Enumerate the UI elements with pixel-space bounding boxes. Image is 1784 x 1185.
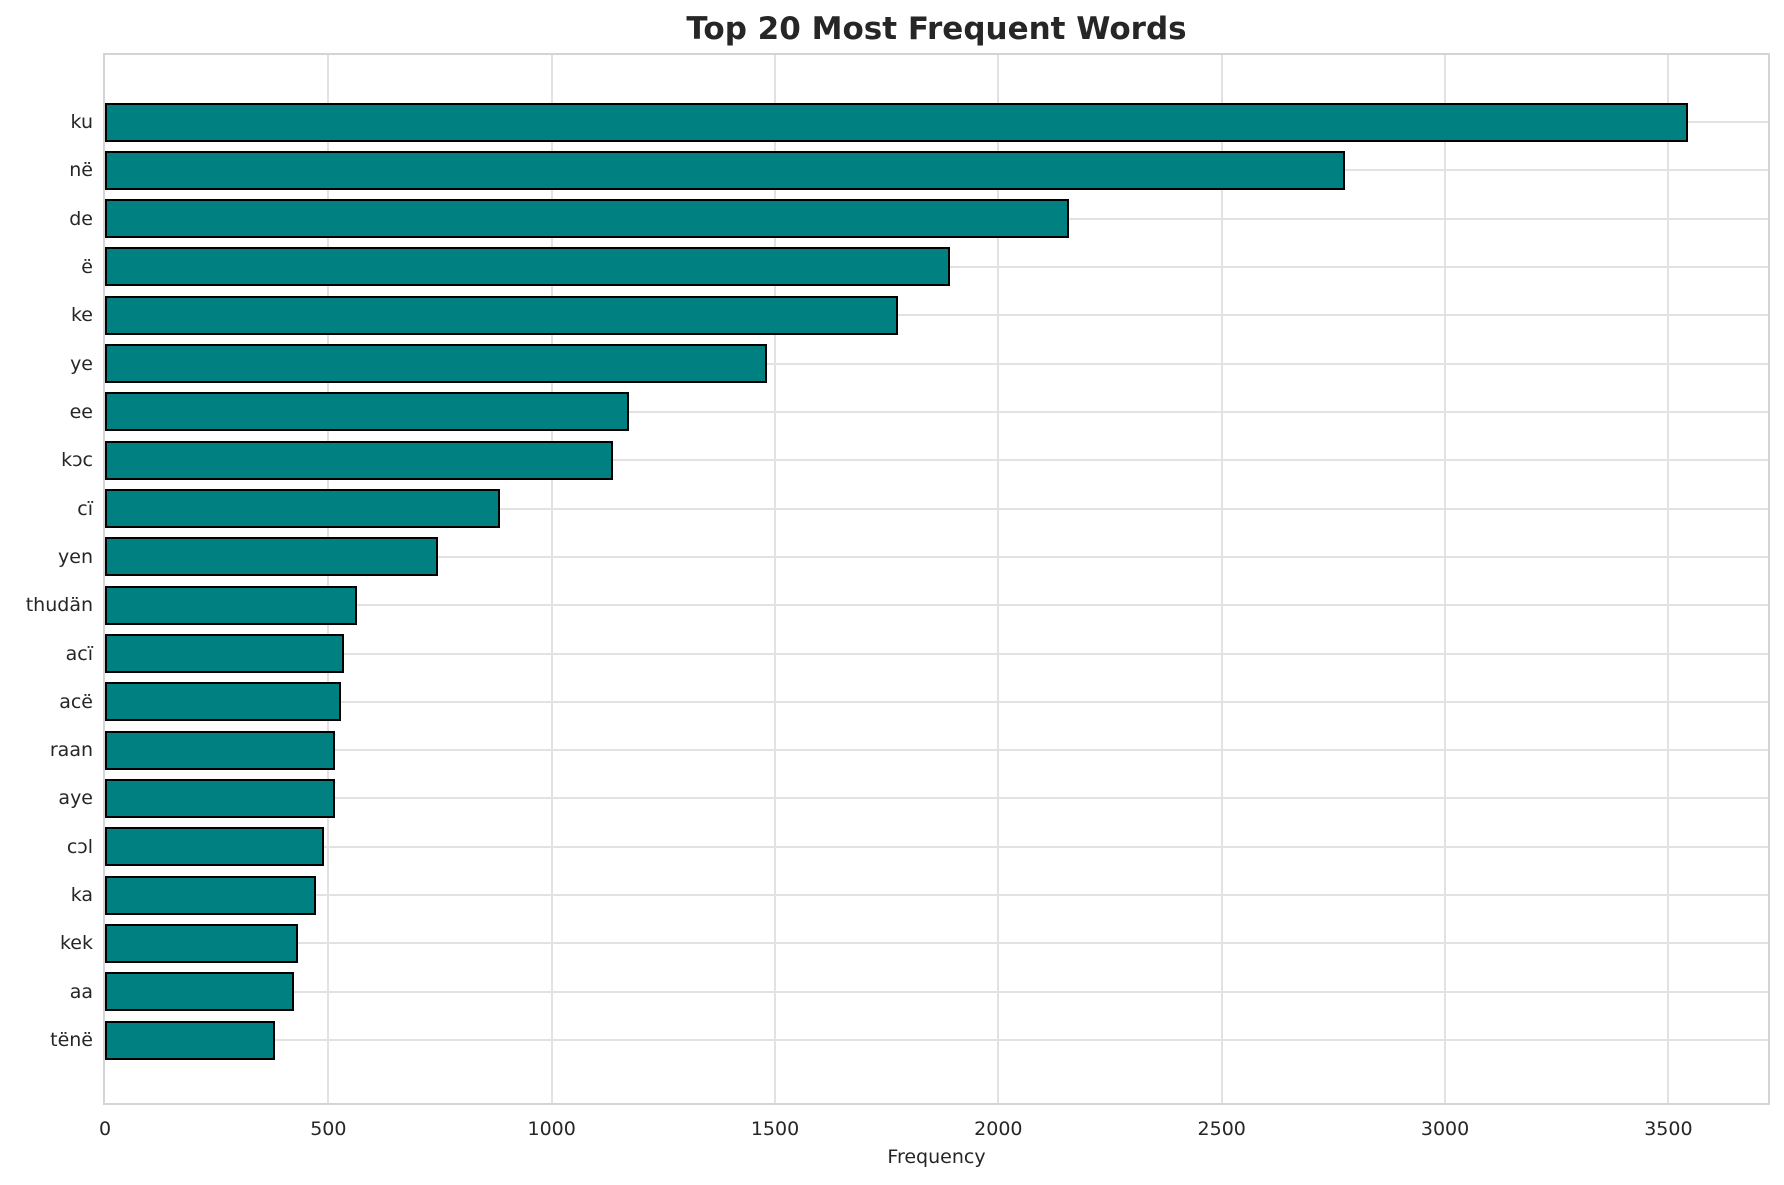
- y-tick-label-thudän: thudän: [25, 594, 93, 617]
- x-tick-label-1000: 1000: [527, 1118, 576, 1140]
- bar-ke: [105, 295, 898, 335]
- bar-në: [105, 150, 1345, 190]
- gridline-y-ye: [105, 362, 1768, 365]
- x-axis: 0 500 1000 1500 2000 2500 3000 3500: [0, 1117, 1784, 1141]
- bar-tënë: [105, 1020, 275, 1060]
- gridline-x-1000: [550, 55, 553, 1103]
- gridline-x-3000: [1444, 55, 1447, 1103]
- y-tick-label-në: në: [69, 159, 93, 182]
- bar-aye: [105, 778, 335, 818]
- bar-thudän: [105, 585, 357, 625]
- x-tick-label-3500: 3500: [1644, 1118, 1693, 1140]
- y-tick-label-aa: aa: [69, 980, 93, 1003]
- y-tick-label-yen: yen: [58, 545, 93, 568]
- bar-ye: [105, 344, 767, 384]
- gridline-y-aye: [105, 797, 1768, 800]
- bar-ka: [105, 875, 316, 915]
- gridline-x-2000: [997, 55, 1000, 1103]
- y-tick-label-ee: ee: [69, 400, 93, 423]
- y-tick-label-ë: ë: [81, 255, 93, 278]
- y-tick-label-kɔc: kɔc: [61, 449, 93, 472]
- y-tick-label-kek: kek: [59, 932, 93, 955]
- y-tick-label-de: de: [69, 207, 93, 230]
- y-tick-label-ka: ka: [70, 884, 93, 907]
- gridline-y-kek: [105, 942, 1768, 945]
- x-tick-label-2000: 2000: [974, 1118, 1023, 1140]
- bar-acë: [105, 682, 341, 722]
- y-tick-label-tënë: tënë: [50, 1029, 93, 1052]
- gridline-y-ke: [105, 314, 1768, 317]
- bar-raan: [105, 730, 335, 770]
- bar-ee: [105, 392, 629, 432]
- gridline-y-yen: [105, 555, 1768, 558]
- gridline-y-ka: [105, 894, 1768, 897]
- gridline-y-raan: [105, 749, 1768, 752]
- gridline-y-cï: [105, 507, 1768, 510]
- bar-acï: [105, 634, 344, 674]
- y-tick-label-ke: ke: [70, 304, 93, 327]
- gridline-y-acë: [105, 700, 1768, 703]
- gridline-y-kɔc: [105, 459, 1768, 462]
- gridline-y-cɔl: [105, 845, 1768, 848]
- x-tick-label-2500: 2500: [1197, 1118, 1246, 1140]
- y-tick-label-acë: acë: [59, 690, 93, 713]
- gridline-y-aa: [105, 990, 1768, 993]
- gridline-y-ee: [105, 410, 1768, 413]
- y-tick-label-ku: ku: [70, 111, 93, 133]
- bar-ku: [105, 102, 1688, 142]
- bar-de: [105, 199, 1069, 239]
- gridline-y-tënë: [105, 1039, 1768, 1042]
- chart-title: Top 20 Most Frequent Words: [686, 11, 1187, 47]
- x-tick-label-500: 500: [310, 1118, 347, 1140]
- gridline-x-2500: [1220, 55, 1223, 1103]
- y-axis: ku në de ë ke ye ee kɔc cï yen thudän acï acë raan aye…: [0, 53, 93, 1105]
- x-axis-label: Frequency: [887, 1146, 986, 1168]
- y-tick-label-cï: cï: [77, 497, 93, 520]
- y-tick-label-acï: acï: [65, 642, 93, 665]
- x-tick-label-1500: 1500: [750, 1118, 800, 1140]
- y-tick-label-aye: aye: [58, 787, 93, 810]
- bar-cï: [105, 489, 500, 529]
- bar-cɔl: [105, 827, 324, 867]
- plot-area: [103, 53, 1770, 1105]
- gridline-x-500: [327, 55, 330, 1103]
- bar-ë: [105, 247, 950, 287]
- bar-aa: [105, 972, 294, 1012]
- bar-kɔc: [105, 440, 613, 480]
- y-tick-label-ye: ye: [70, 352, 93, 375]
- x-tick-label-0: 0: [98, 1118, 112, 1140]
- y-tick-label-cɔl: cɔl: [66, 835, 93, 858]
- x-tick-label-3000: 3000: [1420, 1118, 1470, 1140]
- bar-kek: [105, 923, 298, 963]
- gridline-x-1500: [774, 55, 777, 1103]
- bar-yen: [105, 537, 438, 577]
- y-tick-label-raan: raan: [49, 739, 93, 762]
- gridline-x-3500: [1667, 55, 1670, 1103]
- gridline-y-thudän: [105, 604, 1768, 607]
- gridline-y-acï: [105, 652, 1768, 655]
